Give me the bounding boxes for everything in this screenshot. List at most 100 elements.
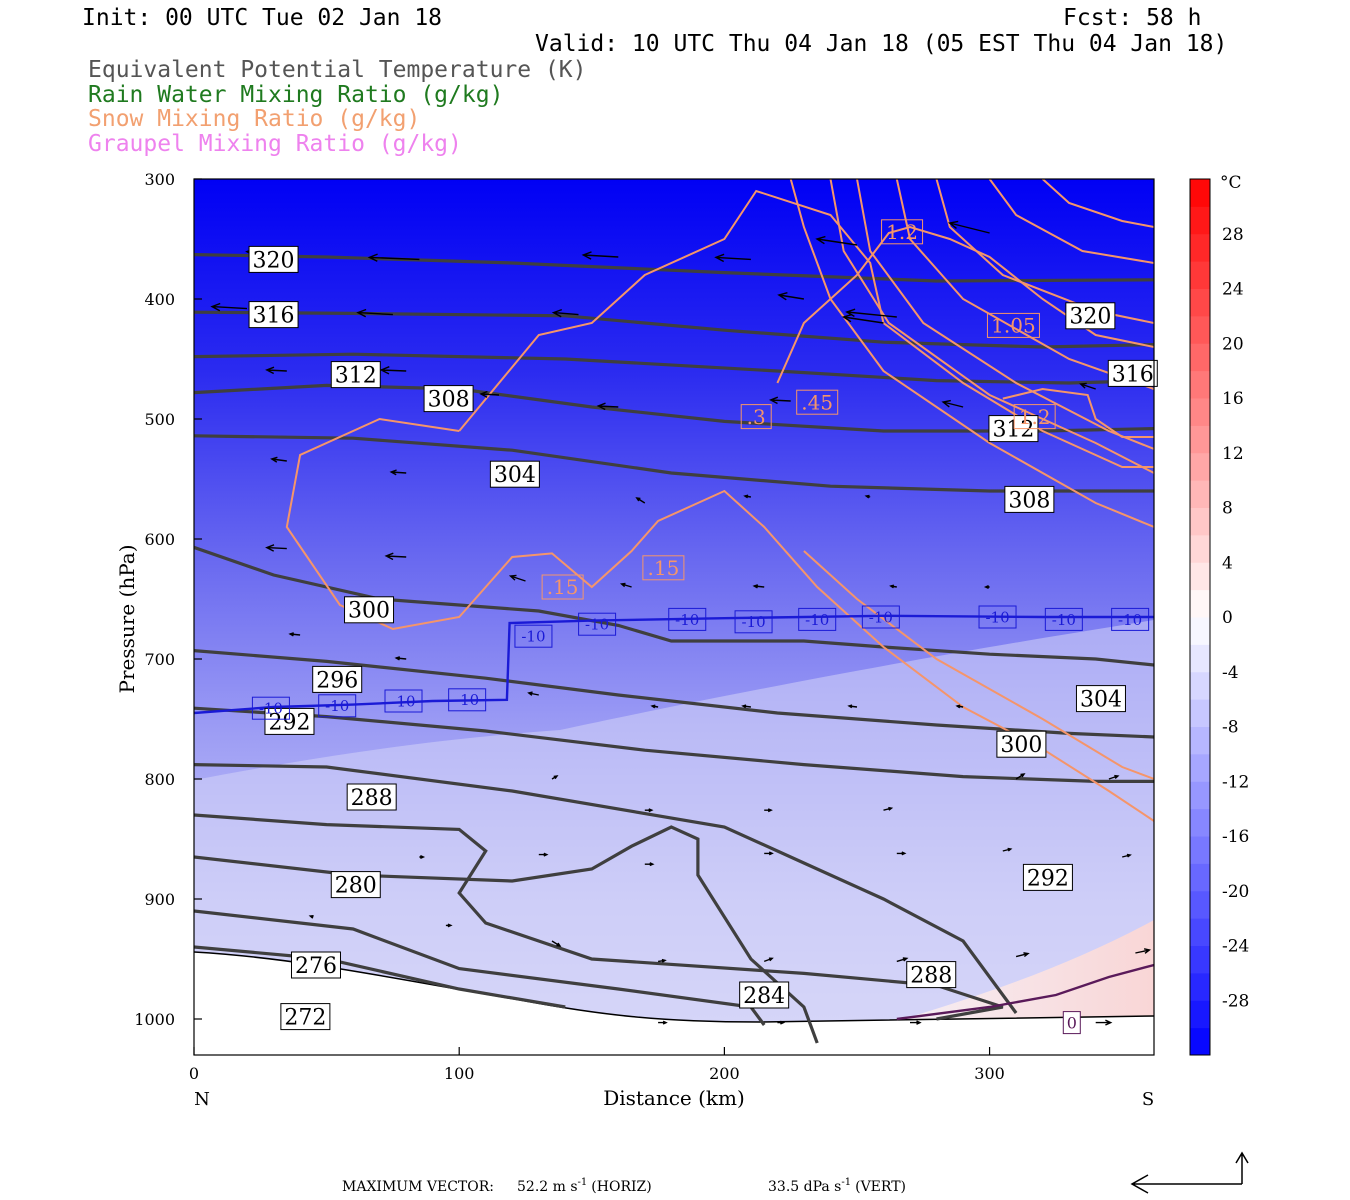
colorbar-segment	[1190, 288, 1210, 317]
svg-text:-10: -10	[455, 691, 479, 709]
y-tick-label: 300	[144, 170, 175, 189]
svg-text:.15: .15	[647, 556, 679, 580]
colorbar-tick-label: -16	[1222, 827, 1249, 847]
wind-vector-arrow	[896, 851, 907, 856]
snow-label: 1.2	[1013, 404, 1056, 430]
svg-text:1.2: 1.2	[1019, 405, 1051, 429]
colorbar-segment	[1190, 398, 1210, 426]
svg-text:.45: .45	[801, 390, 833, 414]
colorbar-segment	[1190, 589, 1210, 618]
theta-e-label: 308	[423, 385, 474, 413]
reference-vector-icon	[1130, 1151, 1249, 1194]
colorbar-segment	[1190, 808, 1210, 837]
valid-time: Valid: 10 UTC Thu 04 Jan 18 (05 EST Thu …	[535, 31, 1228, 57]
theta-e-label: 312	[330, 361, 381, 389]
theta-e-label: 288	[906, 961, 957, 989]
isotherm-minus-10	[194, 614, 1154, 715]
colorbar-tick-label: -20	[1222, 882, 1249, 902]
svg-text:320: 320	[253, 248, 295, 273]
svg-text:272: 272	[284, 1006, 326, 1031]
colorbar-segment	[1190, 1027, 1210, 1056]
svg-text:300: 300	[1000, 733, 1042, 758]
theta-e-label: 308	[1004, 485, 1055, 513]
wind-vector-arrow	[955, 704, 964, 709]
theta-e-contour-line	[194, 352, 1154, 385]
colorbar-segment	[1190, 726, 1210, 755]
svg-text:-10: -10	[325, 697, 349, 715]
colorbar-segment	[1190, 534, 1210, 563]
wind-vector-arrow	[714, 253, 751, 263]
svg-text:288: 288	[910, 964, 952, 989]
svg-text:288: 288	[351, 786, 393, 811]
svg-text:304: 304	[494, 463, 536, 488]
wind-vector-arrow	[743, 494, 752, 499]
wind-vector-arrow	[650, 704, 659, 709]
plot-frame	[193, 178, 1155, 1056]
y-tick-label: 800	[144, 770, 175, 789]
max-vector-footer: MAXIMUM VECTOR: 52.2 m s-1 (HORIZ) 33.5 d…	[342, 1151, 1249, 1195]
colorbar-segment	[1190, 1000, 1210, 1029]
wind-vector-arrow	[384, 552, 407, 561]
wind-vector-arrow	[419, 854, 426, 860]
snow-contour-line	[285, 417, 1154, 822]
isotherm-label: -10	[578, 612, 617, 636]
wind-vector-arrow	[270, 456, 287, 463]
svg-text:-10: -10	[391, 692, 415, 710]
isotherm-label: -10	[251, 696, 290, 720]
theta-e-contour-line	[194, 825, 819, 1044]
colorbar-segment	[1190, 507, 1210, 536]
svg-text:276: 276	[295, 954, 337, 979]
wind-vector-arrow	[356, 308, 393, 318]
colorbar-tick-label: -28	[1222, 991, 1249, 1011]
isotherm-zero	[896, 963, 1154, 1021]
colorbar-segment	[1190, 261, 1210, 289]
wind-vector-arrow	[883, 806, 894, 811]
colorbar-segment	[1190, 836, 1210, 864]
wind-vector-arrow	[896, 957, 909, 963]
colorbar-tick-label: -12	[1222, 772, 1249, 792]
colorbar-tick-label: 0	[1222, 608, 1233, 628]
wind-vector-arrow	[508, 574, 526, 582]
snow-label: 1.2	[881, 219, 924, 245]
theta-e-label: 288	[346, 783, 397, 811]
svg-text:.15: .15	[547, 575, 579, 599]
wind-vector-arrow	[445, 923, 453, 928]
theta-e-contour-line	[194, 649, 1154, 739]
y-tick-label: 400	[144, 290, 175, 309]
wind-vector-arrow	[741, 704, 751, 709]
theta-e-label: 304	[1075, 685, 1126, 713]
svg-text:308: 308	[428, 388, 470, 413]
snow-label: .15	[642, 555, 685, 581]
colorbar-segment	[1190, 945, 1210, 974]
colorbar-tick-label: 20	[1222, 334, 1244, 354]
colorbar-segment	[1190, 918, 1210, 946]
colorbar-segment	[1190, 370, 1210, 399]
wind-vector-arrow	[658, 1020, 668, 1025]
theta-e-label: 300	[996, 730, 1047, 758]
theta-e-label: 292	[1022, 863, 1073, 891]
colorbar-tick-label: 24	[1222, 280, 1244, 300]
wind-vector-arrow	[889, 584, 897, 589]
theta-e-contour-line	[194, 945, 566, 1009]
wind-vector-arrow	[527, 691, 539, 696]
snow-contour-line	[1002, 387, 1154, 438]
theta-e-label: 312	[988, 415, 1039, 443]
svg-text:-10: -10	[675, 611, 699, 629]
y-tick-label: 500	[144, 410, 175, 429]
wind-vector-arrow	[394, 656, 407, 661]
theta-e-label: 300	[344, 596, 395, 624]
snow-contour-line	[829, 179, 1154, 474]
svg-text:292: 292	[1027, 866, 1069, 891]
init-time: Init: 00 UTC Tue 02 Jan 18	[82, 5, 443, 31]
colorbar: 28 24 20 16 12 8 4 0 -4 -8 -12 -16 -20 -24 -28	[1189, 178, 1249, 1056]
wind-vector-arrow	[308, 915, 314, 919]
colorbar-segment	[1190, 343, 1210, 372]
theta-e-contour-line	[194, 434, 1154, 493]
y-tick-label: 1000	[134, 1010, 175, 1029]
terrain-mask	[194, 952, 1154, 1055]
theta-e-contour-line	[194, 813, 1004, 1021]
isotherm-label: -10	[1111, 607, 1150, 631]
isotherm-label: -10	[384, 689, 423, 713]
y-axis-title: Pressure (hPa)	[115, 545, 139, 694]
wind-vector-arrow	[288, 632, 301, 637]
